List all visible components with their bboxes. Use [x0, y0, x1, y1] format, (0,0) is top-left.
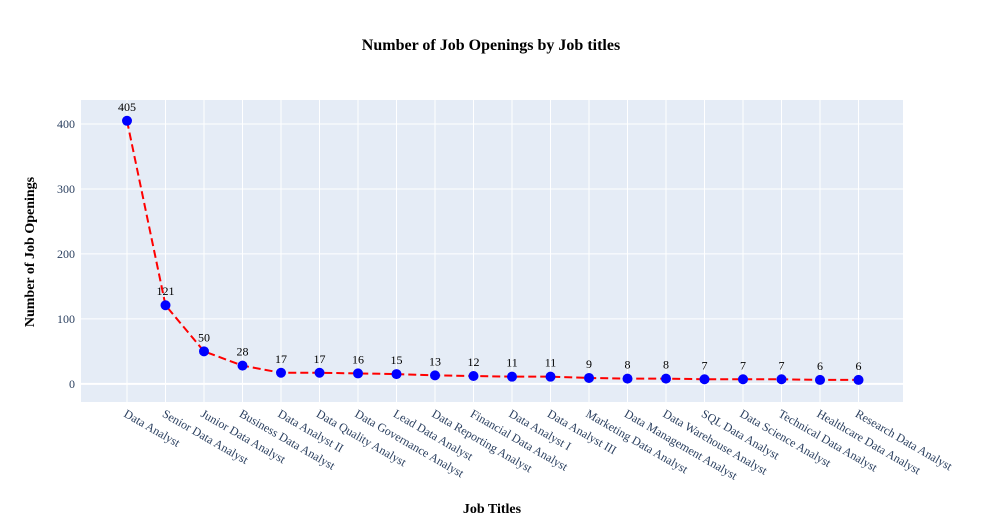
- data-label: 8: [663, 358, 669, 372]
- series-line-group: [126, 120, 859, 381]
- data-points: [122, 115, 864, 385]
- data-point: [314, 367, 325, 378]
- data-label: 15: [391, 353, 403, 367]
- data-label: 17: [275, 352, 287, 366]
- data-point: [661, 373, 671, 384]
- y-gridlines: [81, 123, 903, 385]
- data-label: 50: [198, 330, 210, 344]
- data-label: 13: [429, 354, 441, 368]
- data-label: 405: [118, 100, 136, 114]
- data-label: 16: [352, 352, 364, 366]
- y-tick-labels: 0 100 200 300 400: [57, 117, 75, 391]
- data-point: [468, 371, 479, 382]
- data-point: [815, 374, 825, 385]
- y-tick-label: 0: [69, 377, 75, 391]
- data-label: 28: [237, 345, 249, 359]
- data-label: 8: [625, 358, 631, 372]
- data-label: 9: [586, 357, 592, 371]
- data-point: [622, 373, 633, 384]
- series-line: [126, 120, 859, 381]
- data-point: [507, 371, 517, 382]
- data-point: [276, 367, 286, 378]
- y-tick-label: 200: [57, 247, 75, 261]
- data-label: 6: [817, 359, 823, 373]
- data-label: 121: [157, 284, 175, 298]
- y-tick-label: 100: [57, 312, 75, 326]
- data-label: 12: [468, 355, 480, 369]
- data-point: [584, 372, 594, 383]
- data-label: 11: [506, 356, 518, 370]
- data-point: [199, 346, 209, 357]
- data-point: [545, 371, 556, 382]
- data-point: [160, 300, 171, 311]
- data-label: 7: [779, 358, 785, 372]
- y-tick-label: 300: [57, 182, 75, 196]
- data-point: [430, 370, 440, 381]
- plot-area: [81, 100, 903, 402]
- data-point: [391, 369, 402, 380]
- data-point: [122, 115, 132, 126]
- x-axis-title: Job Titles: [463, 502, 522, 517]
- data-label: 11: [545, 356, 557, 370]
- data-point: [237, 360, 248, 371]
- data-point: [853, 374, 864, 385]
- data-point: [699, 374, 710, 385]
- data-point: [353, 368, 363, 379]
- data-point: [738, 374, 748, 385]
- chart-title: Number of Job Openings by Job titles: [362, 37, 620, 54]
- data-label: 6: [856, 359, 862, 373]
- data-labels: 405 121 50 28 17 17 16 15 13 12 11 11 9 8 8 7 7 7 6 6: [118, 100, 862, 373]
- data-point: [776, 374, 787, 385]
- x-gridlines: [126, 100, 859, 402]
- y-axis-title: Number of Job Openings: [23, 176, 38, 327]
- y-tick-label: 400: [57, 117, 75, 131]
- data-label: 7: [702, 358, 708, 372]
- data-label: 7: [740, 358, 746, 372]
- data-label: 17: [314, 352, 326, 366]
